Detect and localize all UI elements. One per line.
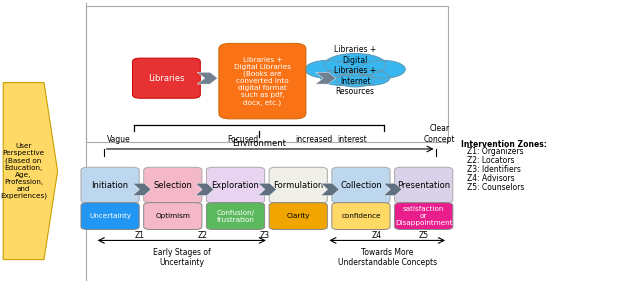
Text: Collection: Collection xyxy=(340,181,382,190)
Polygon shape xyxy=(132,183,151,196)
Text: Z3: Identifiers: Z3: Identifiers xyxy=(467,165,521,174)
Text: Confusion/
frustration: Confusion/ frustration xyxy=(216,209,255,223)
Ellipse shape xyxy=(305,60,351,78)
Polygon shape xyxy=(383,183,402,196)
Text: Early Stages of
Uncertainty: Early Stages of Uncertainty xyxy=(153,248,211,267)
Text: Initiation: Initiation xyxy=(92,181,129,190)
FancyBboxPatch shape xyxy=(219,43,306,119)
Text: Z1: Organizers: Z1: Organizers xyxy=(467,148,524,157)
FancyBboxPatch shape xyxy=(144,167,202,203)
Text: Z1: Z1 xyxy=(134,232,145,240)
Text: Libraries +
Digital
Libraries +
Internet
Resources: Libraries + Digital Libraries + Internet… xyxy=(334,45,376,96)
Text: Z3: Z3 xyxy=(260,232,270,240)
Text: Clarity: Clarity xyxy=(287,213,310,219)
Polygon shape xyxy=(195,183,214,196)
Polygon shape xyxy=(316,72,336,84)
Text: Presentation: Presentation xyxy=(397,181,451,190)
Text: Formulation: Formulation xyxy=(273,181,323,190)
Text: Z5: Counselors: Z5: Counselors xyxy=(467,183,525,192)
Text: increased: increased xyxy=(295,135,332,144)
Text: Libraries: Libraries xyxy=(148,74,185,83)
Text: Libraries +
Digital Libraries
(Books are
converted into
digital format
such as p: Libraries + Digital Libraries (Books are… xyxy=(234,57,291,106)
Ellipse shape xyxy=(359,60,405,78)
FancyBboxPatch shape xyxy=(332,203,390,230)
Ellipse shape xyxy=(324,54,386,76)
FancyBboxPatch shape xyxy=(395,167,453,203)
FancyBboxPatch shape xyxy=(395,203,453,230)
Text: confidence: confidence xyxy=(341,213,381,219)
FancyBboxPatch shape xyxy=(332,167,390,203)
Text: Z4: Z4 xyxy=(371,232,381,240)
Text: Focused: Focused xyxy=(228,135,259,144)
FancyBboxPatch shape xyxy=(269,167,328,203)
Text: Uncertainty: Uncertainty xyxy=(89,213,131,219)
FancyBboxPatch shape xyxy=(206,167,265,203)
FancyBboxPatch shape xyxy=(132,58,200,98)
Ellipse shape xyxy=(336,73,374,87)
Text: Environment: Environment xyxy=(232,139,286,148)
FancyBboxPatch shape xyxy=(144,203,202,230)
Text: Exploration: Exploration xyxy=(212,181,259,190)
Ellipse shape xyxy=(349,70,390,85)
Text: Vague: Vague xyxy=(107,135,131,144)
Polygon shape xyxy=(197,72,218,84)
Text: satisfaction
or
Disappointment: satisfaction or Disappointment xyxy=(395,206,452,226)
FancyBboxPatch shape xyxy=(206,203,265,230)
Text: Z2: Locators: Z2: Locators xyxy=(467,156,515,165)
Text: Z5: Z5 xyxy=(419,232,429,240)
FancyBboxPatch shape xyxy=(81,203,140,230)
Text: Clear
Concept: Clear Concept xyxy=(424,124,456,144)
Text: interest: interest xyxy=(337,135,367,144)
FancyBboxPatch shape xyxy=(81,167,140,203)
FancyBboxPatch shape xyxy=(86,6,448,142)
Text: Selection: Selection xyxy=(154,181,192,190)
Text: Z4: Advisors: Z4: Advisors xyxy=(467,174,515,183)
Text: User
Perspective
(Based on
Education,
Age,
Profession,
and
Experiences): User Perspective (Based on Education, Ag… xyxy=(0,143,47,199)
Polygon shape xyxy=(258,183,276,196)
Polygon shape xyxy=(3,83,58,260)
FancyBboxPatch shape xyxy=(269,203,328,230)
Text: Intervention Zones:: Intervention Zones: xyxy=(461,140,547,149)
Text: Optimism: Optimism xyxy=(156,213,190,219)
Text: Z2: Z2 xyxy=(197,232,207,240)
Text: Towards More
Understandable Concepts: Towards More Understandable Concepts xyxy=(338,248,436,267)
Ellipse shape xyxy=(321,70,362,85)
Polygon shape xyxy=(321,183,339,196)
